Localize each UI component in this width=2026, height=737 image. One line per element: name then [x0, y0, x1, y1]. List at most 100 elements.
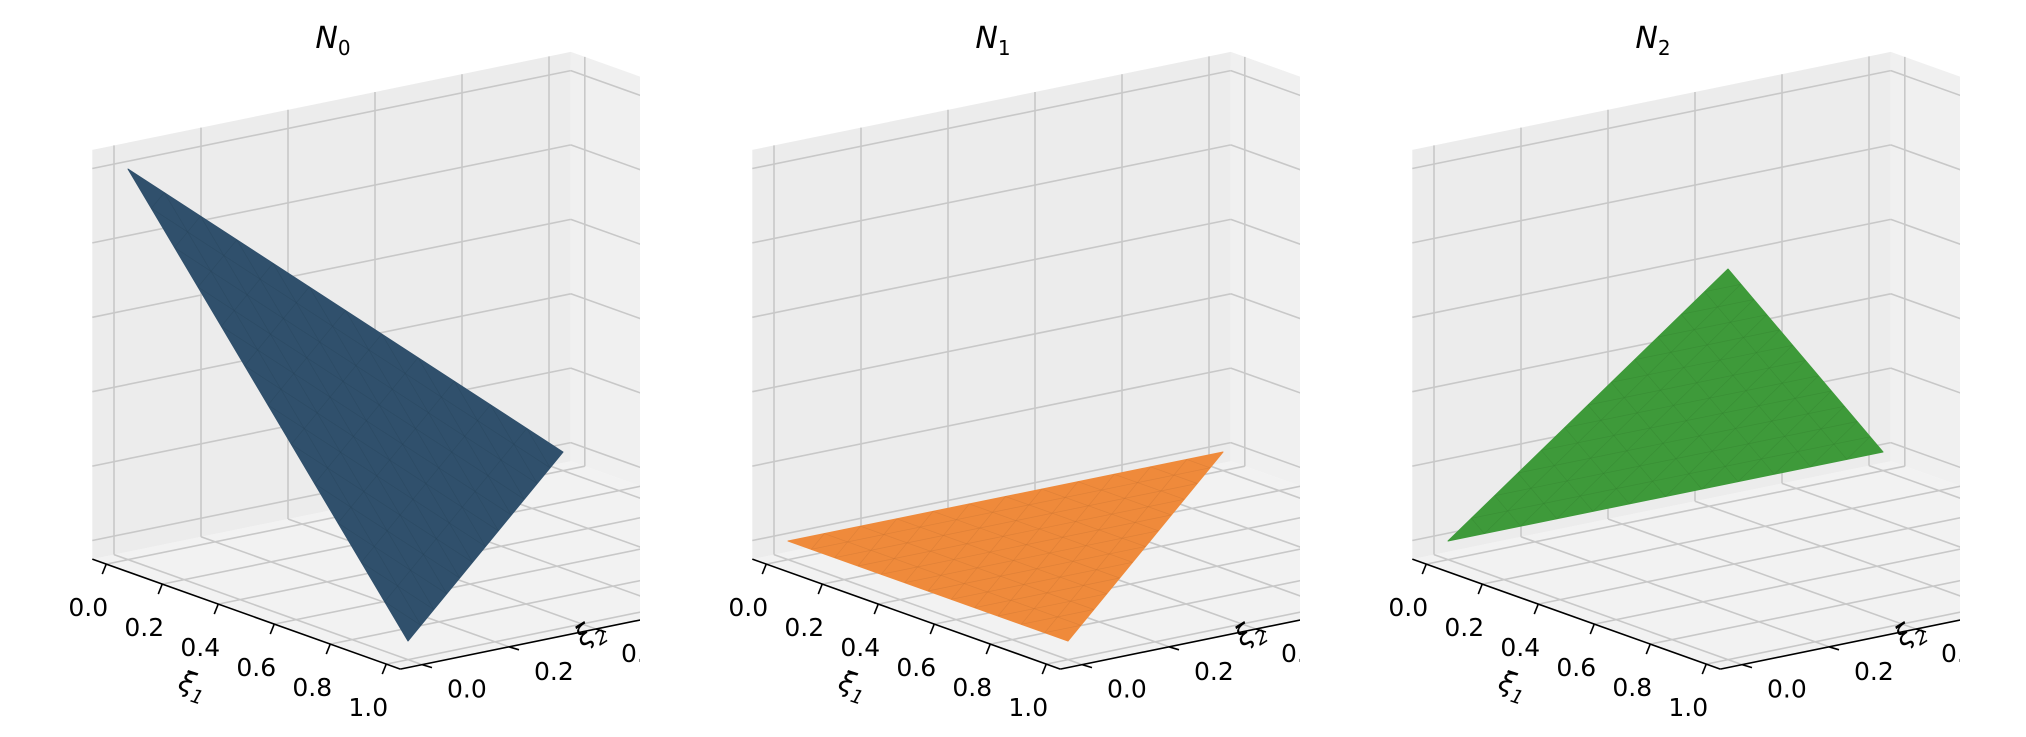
surface-mesh-line [337, 381, 455, 524]
grid-line [1230, 144, 1300, 171]
pane-left-wall [752, 51, 1231, 560]
grid-line [1230, 69, 1300, 97]
surface-mesh-line [1044, 459, 1188, 633]
surface-mesh-line [1005, 496, 1146, 547]
x-tick [1421, 563, 1427, 575]
surface-mesh-line [221, 263, 274, 327]
grid-line [1890, 144, 1960, 171]
x-axis-line [1412, 558, 1721, 670]
y-tick-label: 0.2 [1194, 657, 1234, 686]
pane-back-wall [1230, 51, 1300, 486]
surface-mesh-line [174, 215, 201, 248]
surface-mesh-line [1484, 284, 1742, 534]
grid-line [1426, 465, 1905, 565]
x-tick [1701, 663, 1707, 675]
grid-line [570, 144, 640, 171]
surface-mesh-line [811, 467, 1211, 550]
x-tick-label: 0.6 [236, 653, 276, 682]
x-tick-label: 0.6 [1556, 653, 1596, 682]
surface-mesh-line [345, 310, 486, 547]
surface-mesh-line [932, 510, 1120, 579]
panel-1: 0.00.20.40.60.81.00.00.20.40.60.81.00.00… [728, 51, 1321, 722]
y-tick [595, 628, 607, 633]
surface-mesh-line [1587, 360, 1806, 406]
y-tick [2003, 611, 2013, 614]
surface-mesh-line [951, 488, 1043, 600]
surface-mesh-line [881, 514, 1172, 575]
surface-mesh-line [904, 530, 1159, 584]
surface-mesh-line [969, 503, 1133, 563]
x-axis-line [92, 558, 401, 670]
surface-mesh-line [1681, 314, 1811, 468]
y-tick [508, 646, 520, 651]
surface-mesh-line [1541, 390, 1832, 451]
surface-mesh-line [974, 481, 1079, 608]
surface-mesh-line [1186, 459, 1211, 469]
grid-line [1412, 69, 1891, 170]
pane-back-wall [1890, 51, 1960, 486]
surface-mesh-line [151, 192, 165, 209]
surface-mesh-line [236, 239, 448, 594]
y-tick [1828, 646, 1840, 651]
surface-mesh-line [1021, 609, 1094, 625]
x-tick-label: 0.6 [896, 653, 936, 682]
surface-mesh-line [1044, 624, 1081, 634]
x-tick [213, 603, 219, 615]
surface-mesh-line [244, 365, 499, 532]
y-tick [1915, 628, 1927, 633]
grid-line [1868, 464, 1960, 499]
grid-line [1230, 441, 1300, 469]
x-tick-label: 1.0 [348, 693, 388, 722]
surface-mesh-line [1564, 427, 1630, 505]
surface-mesh-line [997, 593, 1107, 617]
x-tick [761, 563, 767, 575]
surface-mesh-line [381, 333, 499, 531]
y-tick-label: 0.0 [447, 675, 487, 704]
x-tick [101, 563, 107, 575]
y-tick-label: 0.4 [1281, 639, 1321, 668]
grid-line [200, 536, 510, 648]
x-tick-label: 0.2 [1444, 613, 1484, 642]
grid-line [752, 69, 1231, 170]
panel-title: N2 [1635, 21, 1670, 60]
y-tick-label: 0.2 [1854, 657, 1894, 686]
y-axis-line [1060, 619, 1300, 670]
y-tick [770, 593, 780, 596]
x-tick-label: 0.2 [124, 613, 164, 642]
surface-mesh-line [453, 381, 525, 500]
x-tick-label: 0.8 [292, 673, 332, 702]
x-tick [381, 663, 387, 675]
grid-line [752, 441, 1231, 542]
surface [1447, 268, 1884, 542]
grid-line [1538, 517, 1960, 605]
surface-mesh-line [221, 326, 512, 516]
surface-mesh-line [927, 496, 1006, 592]
surface-mesh-line [361, 562, 434, 610]
grid-line [548, 464, 640, 499]
surface-mesh-line [1471, 518, 1485, 534]
surface-mesh-line [1556, 314, 1768, 520]
y-tick-label: 0.0 [1767, 675, 1807, 704]
surface-mesh-line [997, 474, 1115, 617]
surface-mesh-line [1587, 404, 1666, 497]
surface-mesh-line [1077, 481, 1172, 516]
surface-mesh-line [490, 404, 538, 484]
y-tick [1255, 628, 1267, 633]
surface-mesh-line [1704, 283, 1741, 293]
grid-line [1694, 500, 1960, 597]
surface-mesh-line [1517, 472, 1558, 520]
grid-line [1890, 367, 1960, 394]
panel-0: 0.00.20.40.60.81.00.00.20.40.60.81.00.00… [68, 51, 780, 722]
y-tick [1081, 663, 1093, 669]
surface-mesh-line [314, 357, 419, 484]
x-tick [985, 643, 991, 655]
surface-mesh-line [1564, 375, 1819, 429]
surface-mesh-line [197, 239, 238, 288]
surface-mesh-line [1021, 466, 1151, 625]
surface-mesh-line [1634, 329, 1780, 361]
x-tick-label: 0.0 [68, 593, 108, 622]
grid-line [1433, 553, 1743, 666]
y-tick [683, 611, 693, 614]
surface-mesh-line [337, 522, 447, 595]
